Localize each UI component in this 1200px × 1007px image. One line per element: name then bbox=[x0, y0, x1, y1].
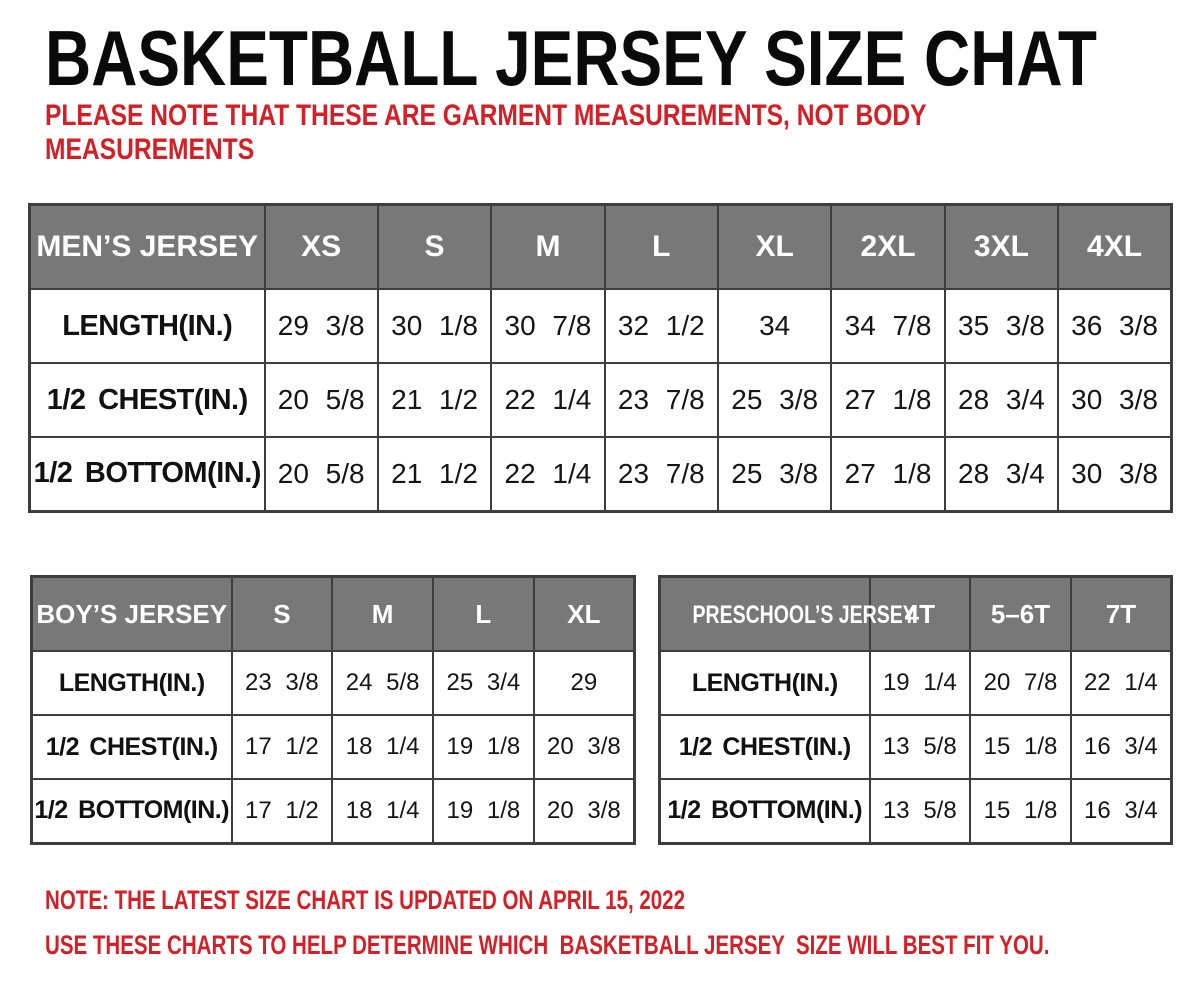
size-value-cell: 25 3/8 bbox=[716, 436, 833, 512]
preschool-measurement-row: 1/2 CHEST(IN.) 13 5/8 15 1/8 16 3/4 bbox=[658, 714, 1173, 780]
size-value-cell: 15 1/8 bbox=[969, 714, 1072, 780]
preschool-header-row: PRESCHOOL’S JERSEY 4T 5–6T 7T bbox=[658, 575, 1173, 652]
size-value-cell: 21 1/2 bbox=[376, 362, 493, 438]
preschool-jersey-table: PRESCHOOL’S JERSEY 4T 5–6T 7T LENGTH(IN.) 19 … bbox=[658, 575, 1173, 845]
mens-measurement-row: 1/2 BOTTOM(IN.) 20 5/8 21 1/2 22 1/4 23 7/8 2… bbox=[28, 436, 1173, 512]
size-value-cell: 18 1/4 bbox=[331, 778, 434, 844]
size-column-header: L bbox=[432, 575, 535, 652]
size-value-cell: 29 3/8 bbox=[263, 288, 379, 364]
mens-jersey-table: MEN’S JERSEY XS S M L XL 2XL 3XL 4XL LENGTH(IN.) 2… bbox=[28, 203, 1173, 513]
measurement-row-label: 1/2 BOTTOM(IN.) bbox=[30, 778, 233, 844]
size-value-cell: 34 bbox=[716, 288, 833, 364]
size-value-cell: 27 1/8 bbox=[830, 436, 946, 512]
garment-note-line-2: MEASUREMENTS bbox=[45, 133, 255, 166]
size-value-cell: 20 5/8 bbox=[263, 362, 379, 438]
table-title-label: MEN’S JERSEY bbox=[36, 230, 259, 263]
boys-table-title: BOY’S JERSEY bbox=[30, 575, 233, 652]
size-value-cell: 16 3/4 bbox=[1069, 778, 1173, 844]
size-column-header: 2XL bbox=[830, 203, 946, 290]
size-value-cell: 25 3/8 bbox=[716, 362, 833, 438]
size-value-cell: 23 7/8 bbox=[603, 362, 720, 438]
size-value-cell: 30 1/8 bbox=[376, 288, 493, 364]
size-column-header: 5–6T bbox=[969, 575, 1072, 652]
table-title-label: BOY’S JERSEY bbox=[36, 598, 228, 629]
boys-measurement-row: 1/2 BOTTOM(IN.) 17 1/2 18 1/4 19 1/8 20 3/8 bbox=[30, 778, 636, 844]
page-title: BASKETBALL JERSEY SIZE CHAT bbox=[45, 14, 1097, 102]
measurement-row-label: 1/2 CHEST(IN.) bbox=[30, 714, 233, 780]
size-value-cell: 25 3/4 bbox=[432, 650, 535, 716]
size-value-cell: 30 3/8 bbox=[1057, 362, 1173, 438]
table-title-label: PRESCHOOL’S JERSEY bbox=[692, 600, 916, 629]
size-column-header: 4T bbox=[868, 575, 972, 652]
measurement-row-label: LENGTH(IN.) bbox=[30, 650, 233, 716]
size-value-cell: 28 3/4 bbox=[943, 362, 1060, 438]
garment-measurements-note: PLEASE NOTE THAT THESE ARE GARMENT MEASU… bbox=[45, 99, 927, 167]
boys-jersey-table: BOY’S JERSEY S M L XL LENGTH(IN.) 23 3/8 24 5/8… bbox=[30, 575, 636, 845]
size-value-cell: 30 3/8 bbox=[1057, 436, 1173, 512]
size-value-cell: 19 1/4 bbox=[868, 650, 972, 716]
size-value-cell: 34 7/8 bbox=[830, 288, 946, 364]
size-value-cell: 20 7/8 bbox=[969, 650, 1072, 716]
size-column-header: 7T bbox=[1069, 575, 1173, 652]
size-value-cell: 23 7/8 bbox=[603, 436, 720, 512]
size-column-header: S bbox=[376, 203, 493, 290]
measurement-row-label: 1/2 BOTTOM(IN.) bbox=[658, 778, 871, 844]
preschool-table-title: PRESCHOOL’S JERSEY bbox=[658, 575, 916, 652]
measurement-row-label: 1/2 CHEST(IN.) bbox=[28, 362, 266, 438]
size-column-header: 4XL bbox=[1057, 203, 1173, 290]
size-value-cell: 16 3/4 bbox=[1069, 714, 1173, 780]
measurement-row-label: 1/2 CHEST(IN.) bbox=[658, 714, 871, 780]
usage-note: USE THESE CHARTS TO HELP DETERMINE WHICH… bbox=[45, 930, 1050, 960]
garment-note-line-1: PLEASE NOTE THAT THESE ARE GARMENT MEASU… bbox=[45, 99, 927, 132]
size-column-header: S bbox=[230, 575, 334, 652]
size-value-cell: 17 1/2 bbox=[230, 778, 334, 844]
mens-header-row: MEN’S JERSEY XS S M L XL 2XL 3XL 4XL bbox=[28, 203, 1173, 290]
size-column-header: XL bbox=[716, 203, 833, 290]
size-value-cell: 19 1/8 bbox=[432, 714, 535, 780]
size-value-cell: 30 7/8 bbox=[490, 288, 606, 364]
size-value-cell: 35 3/8 bbox=[943, 288, 1060, 364]
mens-table-title: MEN’S JERSEY bbox=[28, 203, 266, 290]
size-column-header: XL bbox=[532, 575, 636, 652]
size-column-header: 3XL bbox=[943, 203, 1060, 290]
size-column-header: M bbox=[490, 203, 606, 290]
size-value-cell: 17 1/2 bbox=[230, 714, 334, 780]
size-value-cell: 19 1/8 bbox=[432, 778, 535, 844]
size-value-cell: 27 1/8 bbox=[830, 362, 946, 438]
size-value-cell: 24 5/8 bbox=[331, 650, 434, 716]
size-value-cell: 23 3/8 bbox=[230, 650, 334, 716]
size-value-cell: 20 5/8 bbox=[263, 436, 379, 512]
size-value-cell: 18 1/4 bbox=[331, 714, 434, 780]
measurement-row-label: 1/2 BOTTOM(IN.) bbox=[28, 436, 266, 512]
update-date-note: NOTE: THE LATEST SIZE CHART IS UPDATED O… bbox=[45, 885, 686, 915]
size-column-header: M bbox=[331, 575, 434, 652]
preschool-measurement-row: 1/2 BOTTOM(IN.) 13 5/8 15 1/8 16 3/4 bbox=[658, 778, 1173, 844]
size-value-cell: 15 1/8 bbox=[969, 778, 1072, 844]
measurement-row-label: LENGTH(IN.) bbox=[28, 288, 266, 364]
size-column-header: XS bbox=[263, 203, 379, 290]
size-column-header: L bbox=[603, 203, 720, 290]
size-value-cell: 13 5/8 bbox=[868, 778, 972, 844]
size-value-cell: 22 1/4 bbox=[1069, 650, 1173, 716]
mens-measurement-row: LENGTH(IN.) 29 3/8 30 1/8 30 7/8 32 1/2 34 34 … bbox=[28, 288, 1173, 364]
measurement-row-label: LENGTH(IN.) bbox=[658, 650, 871, 716]
boys-measurement-row: 1/2 CHEST(IN.) 17 1/2 18 1/4 19 1/8 20 3/8 bbox=[30, 714, 636, 780]
size-value-cell: 28 3/4 bbox=[943, 436, 1060, 512]
size-value-cell: 36 3/8 bbox=[1057, 288, 1173, 364]
size-value-cell: 21 1/2 bbox=[376, 436, 493, 512]
size-value-cell: 20 3/8 bbox=[532, 714, 636, 780]
mens-measurement-row: 1/2 CHEST(IN.) 20 5/8 21 1/2 22 1/4 23 7/8 25… bbox=[28, 362, 1173, 438]
size-value-cell: 32 1/2 bbox=[603, 288, 720, 364]
size-value-cell: 20 3/8 bbox=[532, 778, 636, 844]
size-value-cell: 29 bbox=[532, 650, 636, 716]
boys-measurement-row: LENGTH(IN.) 23 3/8 24 5/8 25 3/4 29 bbox=[30, 650, 636, 716]
size-value-cell: 22 1/4 bbox=[490, 436, 606, 512]
boys-header-row: BOY’S JERSEY S M L XL bbox=[30, 575, 636, 652]
size-value-cell: 22 1/4 bbox=[490, 362, 606, 438]
size-value-cell: 13 5/8 bbox=[868, 714, 972, 780]
preschool-measurement-row: LENGTH(IN.) 19 1/4 20 7/8 22 1/4 bbox=[658, 650, 1173, 716]
